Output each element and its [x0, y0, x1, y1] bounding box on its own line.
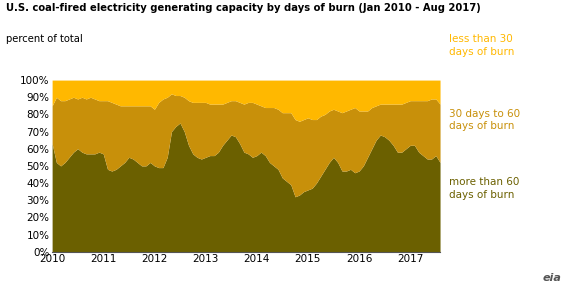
Text: U.S. coal-fired electricity generating capacity by days of burn (Jan 2010 - Aug : U.S. coal-fired electricity generating c…	[6, 3, 481, 13]
Text: less than 30
days of burn: less than 30 days of burn	[449, 34, 514, 57]
Text: percent of total: percent of total	[6, 34, 83, 44]
Text: more than 60
days of burn: more than 60 days of burn	[449, 177, 519, 200]
Text: eia: eia	[543, 273, 562, 283]
Text: 30 days to 60
days of burn: 30 days to 60 days of burn	[449, 109, 520, 131]
